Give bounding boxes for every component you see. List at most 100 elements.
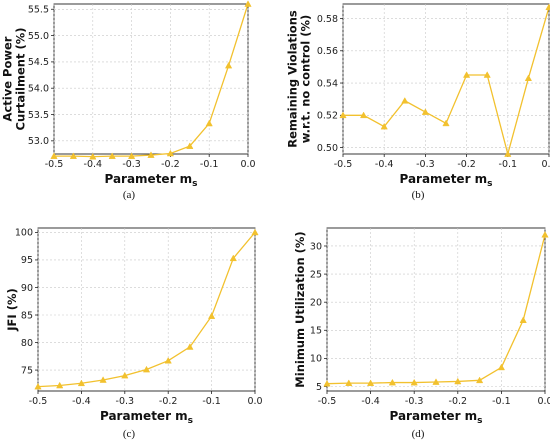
- data-point: [50, 152, 58, 159]
- data-point: [224, 61, 233, 69]
- x-tick-label: -0.5: [318, 396, 337, 407]
- y-axis-label-c: JFI (%): [5, 288, 19, 331]
- y-tick-label: 100: [15, 228, 33, 239]
- y-axis-label-b: Remaining Violations: [286, 10, 300, 148]
- plot-area-c: [37, 227, 256, 392]
- x-tick-label: -0.1: [499, 159, 518, 170]
- y-tick-label: 20: [310, 297, 322, 308]
- y-tick-label: 95: [21, 255, 33, 266]
- x-tick-label: -0.1: [202, 396, 221, 407]
- x-tick-label: -0.5: [29, 396, 48, 407]
- x-tick-label: 0.0: [541, 159, 550, 170]
- caption-a: (a): [122, 189, 136, 201]
- x-tick-label: -0.2: [449, 396, 468, 407]
- data-point: [524, 74, 533, 82]
- data-point: [388, 378, 397, 386]
- x-tick-label: -0.3: [122, 159, 141, 170]
- data-point: [432, 378, 440, 385]
- x-tick-label: -0.4: [72, 396, 91, 407]
- data-point: [244, 0, 252, 7]
- caption-b: (b): [411, 189, 425, 201]
- y-axis-label-a: Curtailment (%): [14, 28, 28, 131]
- data-point: [69, 152, 78, 159]
- y-tick-label: 30: [310, 241, 322, 252]
- data-point: [205, 119, 213, 127]
- y-tick-label: 55.0: [28, 31, 49, 42]
- x-tick-label: -0.4: [375, 159, 394, 170]
- data-point: [454, 377, 462, 385]
- y-axis-label-b: w.r.t. no control (%): [299, 15, 313, 144]
- data-point: [366, 379, 375, 386]
- data-point: [442, 119, 450, 127]
- data-point: [323, 379, 331, 387]
- data-point: [401, 97, 409, 104]
- plot-area-d: [326, 227, 546, 392]
- data-point: [359, 111, 368, 119]
- y-tick-label: 53.0: [28, 136, 49, 147]
- data-point: [34, 382, 42, 390]
- data-point: [475, 376, 484, 384]
- data-point: [545, 3, 550, 11]
- data-point: [142, 365, 151, 373]
- data-point: [229, 254, 237, 262]
- x-axis-label-b: Parameter ms: [399, 172, 492, 189]
- y-tick-label: 0.58: [317, 14, 338, 25]
- y-axis-label-a: Active Power: [1, 36, 15, 121]
- data-point: [127, 152, 136, 159]
- x-tick-label: 0.0: [247, 396, 262, 407]
- data-point: [462, 71, 471, 78]
- data-point: [339, 111, 347, 119]
- x-tick-label: -0.2: [159, 396, 178, 407]
- y-tick-label: 54.5: [28, 57, 49, 68]
- plot-area-b: [342, 3, 550, 155]
- y-tick-label: 85: [21, 310, 33, 321]
- data-point: [164, 356, 172, 364]
- data-point: [251, 228, 259, 236]
- x-tick-label: -0.3: [116, 396, 135, 407]
- data-point: [345, 379, 353, 386]
- data-point: [483, 71, 491, 78]
- data-point: [380, 122, 388, 130]
- data-point: [497, 363, 506, 371]
- x-tick-label: -0.1: [200, 159, 219, 170]
- data-point: [56, 381, 64, 389]
- data-point: [186, 142, 194, 149]
- x-tick-label: -0.4: [84, 159, 103, 170]
- x-tick-label: -0.2: [457, 159, 476, 170]
- x-tick-label: -0.2: [161, 159, 180, 170]
- y-tick-label: 75: [21, 365, 33, 376]
- x-tick-label: -0.5: [45, 159, 64, 170]
- data-point: [99, 376, 107, 383]
- x-tick-label: -0.4: [361, 396, 380, 407]
- y-tick-label: 90: [21, 283, 33, 294]
- y-tick-label: 55.5: [28, 5, 49, 16]
- x-tick-label: 0.0: [537, 396, 550, 407]
- data-point: [410, 378, 418, 386]
- data-point: [147, 151, 155, 158]
- y-tick-label: 10: [310, 354, 322, 365]
- y-tick-label: 5: [316, 382, 322, 393]
- x-axis-label-a: Parameter ms: [104, 172, 197, 189]
- x-axis-label-c: Parameter ms: [100, 409, 193, 426]
- data-point: [207, 312, 216, 319]
- plot-area-a: [53, 3, 249, 155]
- y-tick-label: 54.0: [28, 84, 49, 95]
- caption-c: (c): [122, 428, 136, 440]
- data-point: [77, 379, 86, 387]
- y-tick-label: 0.54: [317, 78, 338, 89]
- y-tick-label: 25: [310, 269, 322, 280]
- x-tick-label: -0.5: [334, 159, 353, 170]
- x-tick-label: -0.3: [405, 396, 424, 407]
- data-point: [108, 152, 116, 159]
- data-point: [166, 149, 175, 157]
- data-point: [504, 150, 512, 157]
- y-tick-label: 15: [310, 326, 322, 337]
- data-point: [89, 152, 97, 160]
- data-point: [541, 231, 549, 238]
- y-tick-label: 0.52: [317, 111, 338, 122]
- x-tick-label: -0.1: [492, 396, 511, 407]
- x-tick-label: -0.3: [416, 159, 435, 170]
- y-axis-label-d: Minimum Utilization (%): [293, 231, 307, 387]
- x-tick-label: 0.0: [240, 159, 255, 170]
